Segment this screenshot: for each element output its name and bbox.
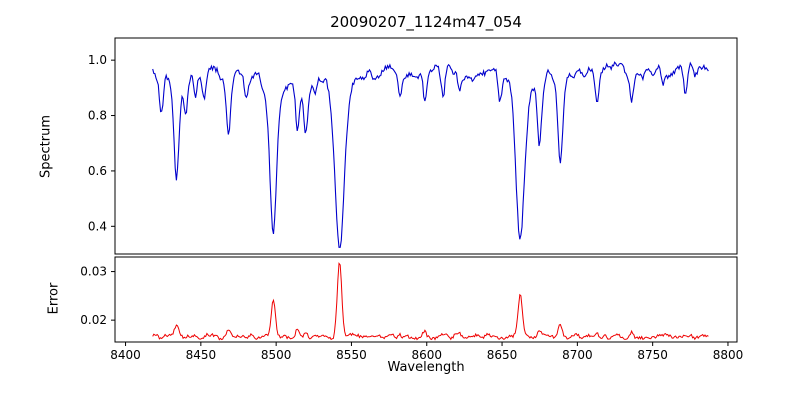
error-line <box>152 262 709 341</box>
x-tick-label: 8800 <box>713 348 744 362</box>
x-tick-label: 8750 <box>637 348 668 362</box>
spectrum-line <box>152 61 709 248</box>
y-axis-label-error: Error <box>46 282 62 315</box>
y-tick-label: 0.4 <box>88 219 107 233</box>
y-tick-label: 0.02 <box>80 313 107 327</box>
panel-frame-0 <box>114 37 738 255</box>
x-tick-label: 8600 <box>411 348 442 362</box>
plot-title: 20090207_1124m47_054 <box>330 13 522 31</box>
x-tick-label: 8500 <box>261 348 292 362</box>
panel-frame-1 <box>114 256 738 343</box>
y-tick-label: 0.8 <box>88 109 107 123</box>
x-tick-label: 8550 <box>336 348 367 362</box>
x-tick-label: 8450 <box>186 348 217 362</box>
x-tick-label: 8700 <box>562 348 593 362</box>
y-tick-label: 0.6 <box>88 164 107 178</box>
x-axis-label: Wavelength <box>387 360 465 375</box>
x-tick-label: 8650 <box>487 348 518 362</box>
y-axis-label-spectrum: Spectrum <box>38 115 54 178</box>
x-tick-label: 8400 <box>110 348 141 362</box>
y-tick-label: 1.0 <box>88 53 107 67</box>
y-tick-label: 0.03 <box>80 265 107 279</box>
